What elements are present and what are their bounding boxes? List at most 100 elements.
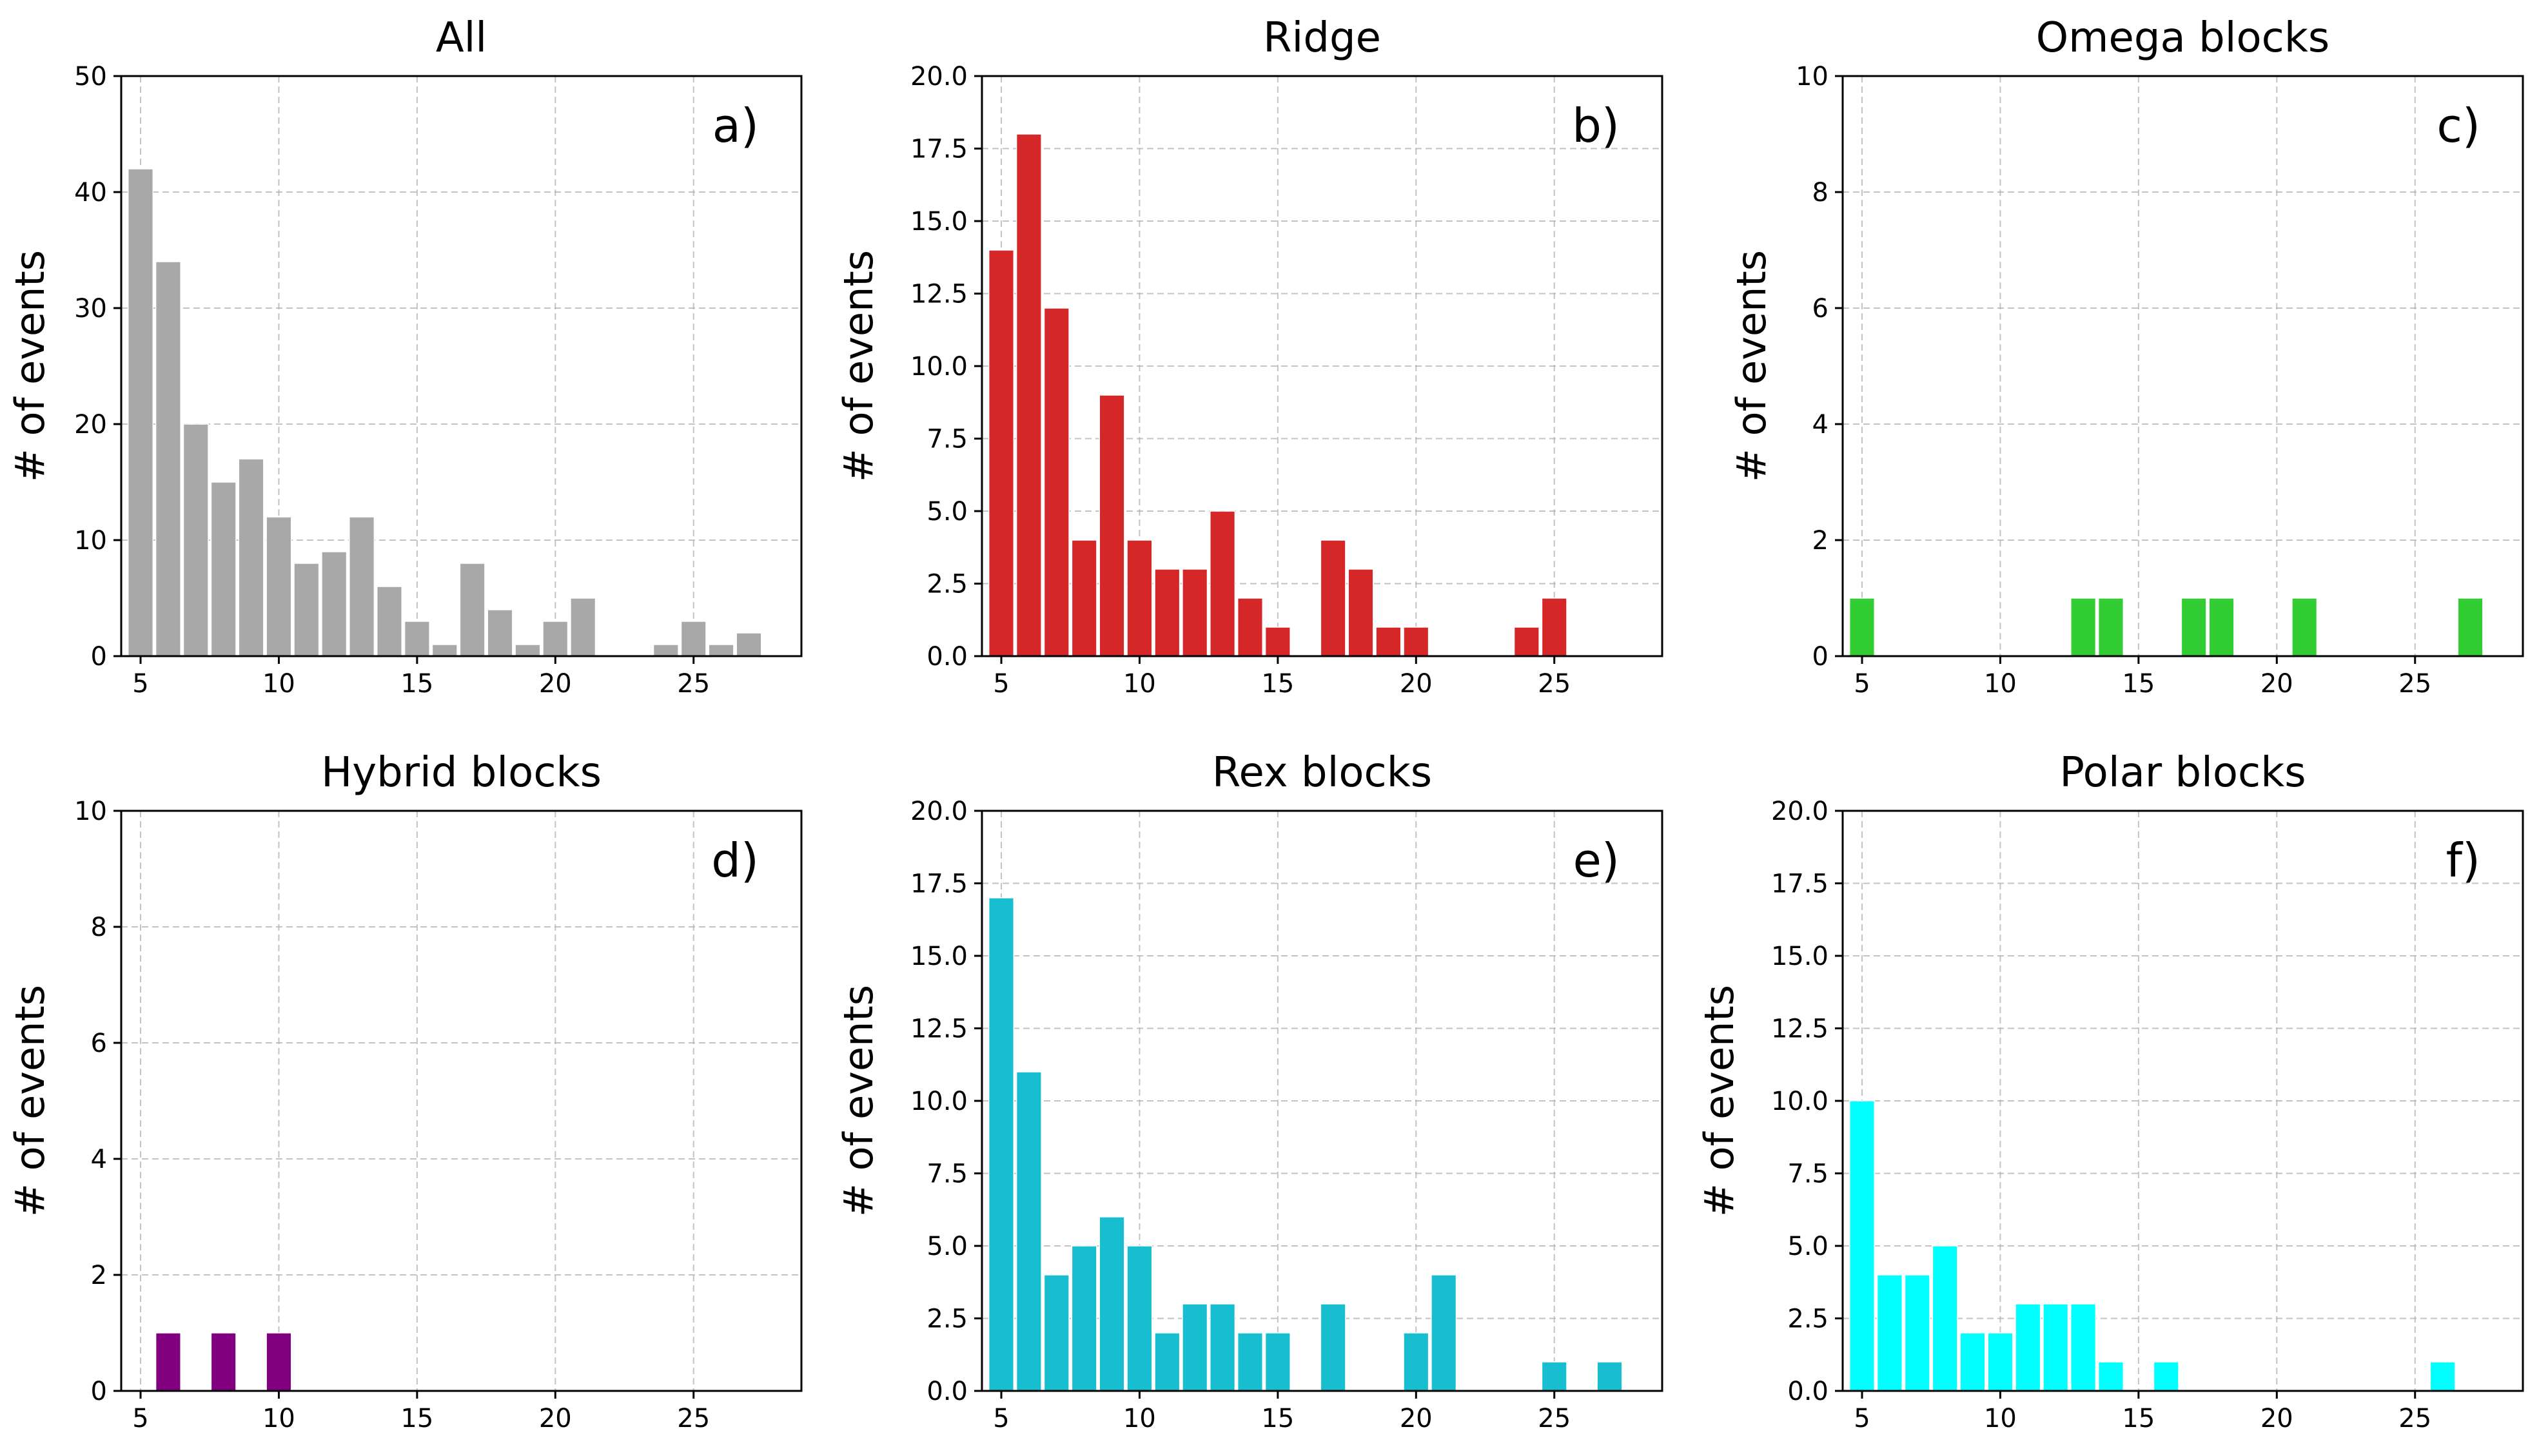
x-tick-label: 25 [2398, 669, 2431, 699]
bar [1264, 1332, 1291, 1392]
bar [1182, 568, 1208, 657]
bar [349, 516, 375, 657]
y-tick-label: 0 [91, 1377, 107, 1406]
chart-panel-2: 5 10 15 20 25 0.0 2.5 5.0 7.5 10.0 12.5 15.0 17.5 20.… [835, 14, 1663, 699]
bar [1126, 539, 1153, 657]
bar [1431, 1274, 1457, 1392]
y-tick-label: 40 [74, 178, 107, 208]
y-tick-label: 10 [74, 797, 107, 826]
chart-panel-4: 5 10 15 20 25 0 2 4 6 8 10 Hybrid blocks d) # of even… [6, 749, 803, 1433]
y-tick-label: 5.0 [1787, 1232, 1828, 1261]
x-tick-label: 10 [1123, 1404, 1156, 1433]
bar [2153, 1361, 2179, 1392]
bar [2457, 597, 2484, 657]
chart-panel-3: 5 10 15 20 25 0 2 4 6 8 10 Omega blocks c) # of event… [1728, 14, 2524, 699]
chart-panel-6: 5 10 15 20 25 0.0 2.5 5.0 7.5 10.0 12.5 15.0 17.5 20.… [1696, 749, 2524, 1433]
bar [266, 1332, 292, 1392]
x-tick-label: 20 [1400, 669, 1433, 699]
bar [293, 563, 320, 657]
bar [1541, 597, 1567, 657]
y-tick-label: 20.0 [1771, 797, 1828, 826]
bar [2208, 597, 2235, 657]
bar [1987, 1332, 2014, 1392]
bar [1210, 510, 1236, 657]
bar [1237, 597, 1264, 657]
y-axis-label: # of events [6, 985, 54, 1217]
y-tick-label: 20.0 [910, 62, 968, 92]
x-tick-label: 25 [1538, 669, 1571, 699]
y-tick-label: 0.0 [926, 642, 968, 672]
bar [2015, 1303, 2041, 1392]
y-axis-label: # of events [835, 985, 882, 1217]
bar [459, 563, 485, 657]
bar [542, 621, 569, 657]
panel-title: Hybrid blocks [321, 749, 602, 797]
bar [1015, 133, 1042, 657]
y-tick-label: 20.0 [910, 797, 968, 826]
y-tick-label: 17.5 [1771, 869, 1828, 899]
bar [1043, 1274, 1070, 1392]
y-tick-label: 17.5 [910, 869, 968, 899]
y-tick-label: 8 [91, 913, 107, 942]
panel-title: Omega blocks [2036, 14, 2329, 62]
y-tick-label: 8 [1812, 178, 1828, 208]
bar [1403, 1332, 1429, 1392]
panel-label: d) [711, 833, 759, 888]
bar [1154, 568, 1181, 657]
x-tick-label: 20 [539, 1404, 572, 1433]
y-tick-label: 0 [91, 642, 107, 672]
bar [1071, 1245, 1097, 1392]
bar [487, 609, 513, 657]
y-axis-label: # of events [1728, 250, 1775, 482]
chart-panel-5: 5 10 15 20 25 0.0 2.5 5.0 7.5 10.0 12.5 15.0 17.5 20.… [835, 749, 1663, 1433]
y-tick-label: 4 [1812, 410, 1828, 440]
y-tick-label: 2.5 [926, 570, 968, 599]
bar [1015, 1071, 1042, 1392]
y-tick-label: 0.0 [926, 1377, 968, 1406]
x-tick-label: 15 [1261, 1404, 1294, 1433]
bar [321, 551, 348, 657]
bar [1876, 1274, 1903, 1392]
bar [1237, 1332, 1264, 1392]
x-tick-label: 5 [1854, 1404, 1870, 1433]
grid [1843, 75, 2523, 657]
y-tick-label: 15.0 [910, 207, 968, 237]
x-tick-label: 15 [2122, 1404, 2155, 1433]
y-tick-label: 7.5 [1787, 1160, 1828, 1189]
y-tick-label: 10 [1796, 62, 1828, 92]
x-tick-label: 5 [993, 669, 1009, 699]
panel-label: e) [1573, 833, 1620, 888]
x-tick-label: 20 [1400, 1404, 1433, 1433]
bar [155, 261, 181, 657]
bar [1320, 539, 1346, 657]
bar [1932, 1245, 1958, 1392]
bar [708, 644, 734, 657]
panel-title: Ridge [1263, 14, 1381, 62]
x-tick-label: 5 [132, 1404, 148, 1433]
panel-title: Polar blocks [2059, 749, 2306, 797]
y-axis-label: # of events [6, 250, 54, 482]
bar [736, 632, 762, 657]
bar [570, 597, 596, 657]
panel-label: f) [2446, 833, 2480, 888]
bar [182, 423, 209, 657]
bar [1043, 307, 1070, 657]
bar [1210, 1303, 1236, 1392]
x-tick-label: 25 [1538, 1404, 1571, 1433]
x-tick-label: 15 [2122, 669, 2155, 699]
bar [266, 516, 292, 657]
bar [2043, 1303, 2069, 1392]
y-tick-label: 6 [1812, 294, 1828, 324]
y-tick-label: 7.5 [926, 1160, 968, 1189]
panel-label: b) [1572, 99, 1620, 153]
y-tick-label: 10.0 [910, 1087, 968, 1116]
bar [1348, 568, 1374, 657]
x-tick-label: 5 [993, 1404, 1009, 1433]
x-tick-label: 15 [400, 1404, 433, 1433]
bar [1848, 597, 1876, 657]
y-tick-label: 15.0 [1771, 942, 1828, 971]
y-tick-label: 4 [91, 1145, 107, 1174]
x-tick-label: 10 [1984, 1404, 2017, 1433]
x-tick-label: 10 [1984, 669, 2017, 699]
x-tick-label: 10 [1123, 669, 1156, 699]
